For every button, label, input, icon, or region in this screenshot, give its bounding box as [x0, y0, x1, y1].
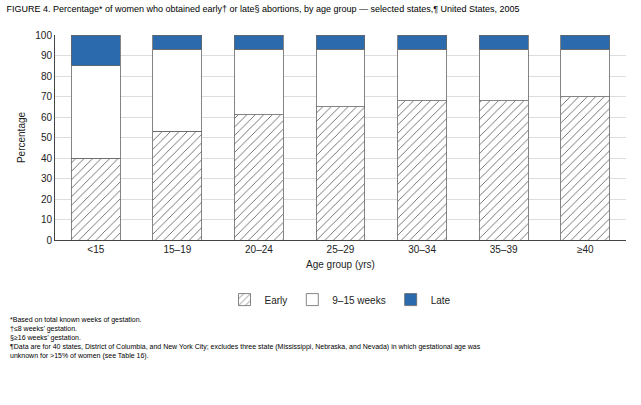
svg-text:100: 100 [35, 30, 52, 41]
svg-text:20–24: 20–24 [245, 244, 273, 255]
svg-text:20: 20 [41, 194, 53, 205]
svg-text:*Based on total known weeks of: *Based on total known weeks of gestation… [10, 316, 481, 360]
svg-text:Percentage: Percentage [16, 111, 27, 163]
svg-text:<15: <15 [87, 244, 104, 255]
svg-text:90: 90 [41, 50, 53, 61]
svg-text:35–39: 35–39 [490, 244, 518, 255]
svg-text:50: 50 [41, 132, 53, 143]
svg-text:FIGURE 4. Percentage* of women: FIGURE 4. Percentage* of women who obtai… [6, 4, 519, 14]
svg-text:Early: Early [265, 295, 288, 306]
svg-text:80: 80 [41, 71, 53, 82]
svg-text:30–34: 30–34 [408, 244, 436, 255]
svg-text:Late: Late [431, 295, 451, 306]
svg-text:40: 40 [41, 153, 53, 164]
svg-text:Age group (yrs): Age group (yrs) [306, 259, 375, 270]
svg-text:15–19: 15–19 [163, 244, 191, 255]
svg-text:0: 0 [46, 235, 52, 246]
svg-text:25–29: 25–29 [327, 244, 355, 255]
svg-text:9–15 weeks: 9–15 weeks [332, 295, 385, 306]
svg-text:30: 30 [41, 173, 53, 184]
svg-text:≥40: ≥40 [577, 244, 594, 255]
svg-text:70: 70 [41, 91, 53, 102]
svg-text:10: 10 [41, 214, 53, 225]
svg-text:60: 60 [41, 112, 53, 123]
